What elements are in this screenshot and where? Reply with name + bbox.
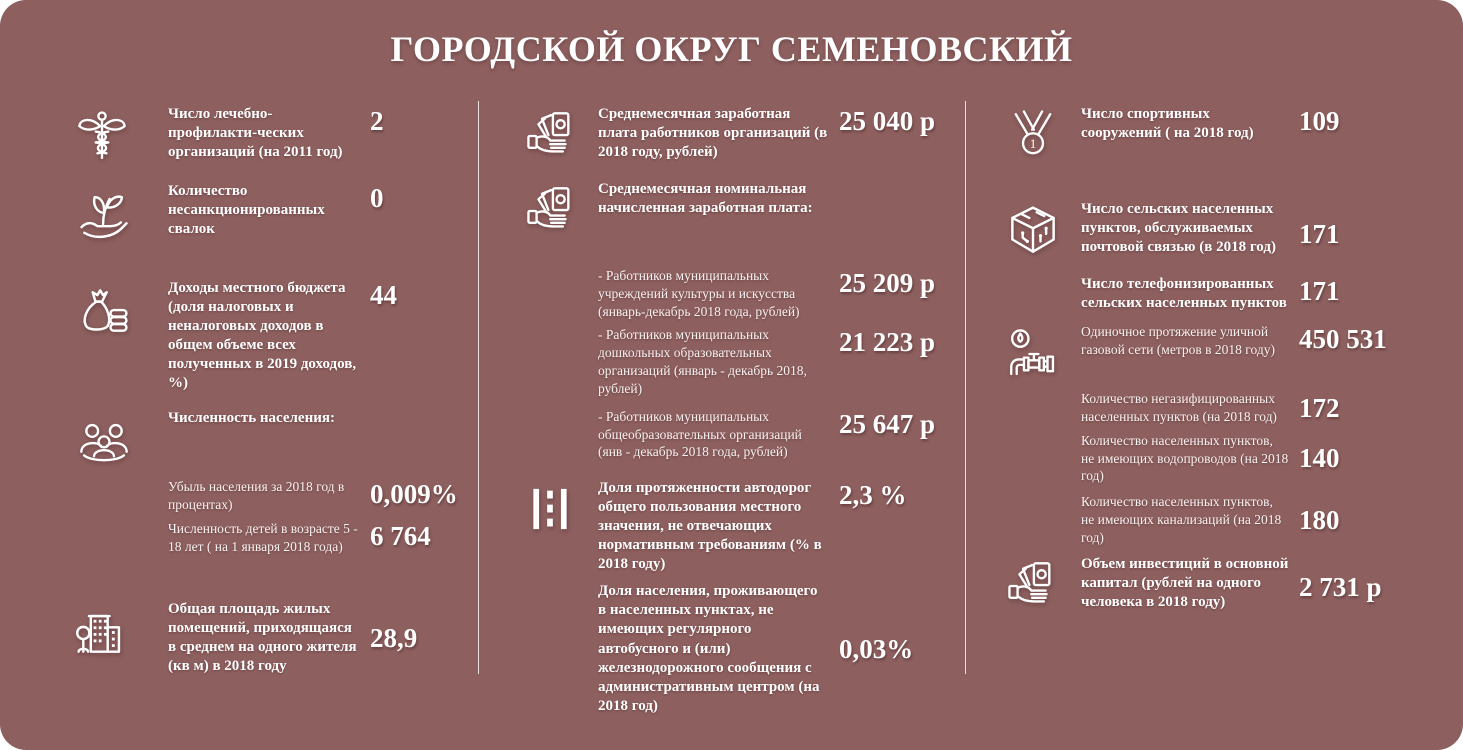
stat-label: - Работников муниципальных дошкольных об… bbox=[598, 327, 807, 396]
stats-columns: Число лечебно-профилакти-ческих организа… bbox=[0, 100, 1463, 750]
stat-value: 2,3 % bbox=[839, 480, 907, 511]
stat-value: 0 bbox=[370, 183, 384, 213]
stat-row: Количество населенных пунктов, не имеющи… bbox=[1003, 432, 1449, 485]
stat-row: Количество негазифицированных населенных… bbox=[1003, 390, 1449, 426]
stat-row: Число лечебно-профилакти-ческих организа… bbox=[73, 105, 464, 172]
stat-value: 171 bbox=[1299, 276, 1340, 306]
stat-row: Число телефонизированных сельских населе… bbox=[1003, 275, 1449, 313]
stat-row: Объем инвестиций в основной капитал (руб… bbox=[1003, 555, 1449, 620]
column-divider bbox=[965, 101, 966, 674]
stat-label: Общая площадь жилых помещений, приходяща… bbox=[168, 600, 357, 674]
stat-row: Общая площадь жилых помещений, приходяща… bbox=[73, 600, 464, 676]
stat-row: Одиночное протяжение уличной газовой сет… bbox=[1003, 323, 1449, 388]
stat-label: Объем инвестиций в основной капитал (руб… bbox=[1081, 555, 1289, 610]
sprout-hand-icon bbox=[73, 182, 168, 249]
stat-value: 140 bbox=[1299, 443, 1340, 474]
stat-row: Доходы местного бюджета (доля налоговых … bbox=[73, 279, 464, 393]
page-title: ГОРОДСКОЙ ОКРУГ СЕМЕНОВСКИЙ bbox=[390, 29, 1073, 69]
stat-value bbox=[839, 180, 947, 181]
stat-label: Доходы местного бюджета (доля налоговых … bbox=[168, 280, 357, 392]
caduceus-icon bbox=[73, 105, 168, 172]
icon-spacer bbox=[1003, 432, 1081, 434]
icon-spacer bbox=[522, 326, 598, 328]
stat-value: 172 bbox=[1299, 392, 1340, 423]
stat-label: Численность населения: bbox=[168, 410, 335, 427]
icon-spacer bbox=[1003, 493, 1081, 495]
stat-label: Одиночное протяжение уличной газовой сет… bbox=[1081, 324, 1275, 357]
salary-icon bbox=[522, 180, 598, 245]
stat-row: Количество населенных пунктов, не имеющи… bbox=[1003, 493, 1449, 546]
salary-icon bbox=[522, 105, 598, 170]
stat-label: Количество негазифицированных населенных… bbox=[1081, 391, 1277, 424]
stat-value: 450 531 bbox=[1299, 324, 1387, 355]
stat-label: Количество несанкционированных свалок bbox=[168, 183, 325, 238]
icon-spacer bbox=[522, 267, 598, 269]
pipeline-icon bbox=[1003, 323, 1081, 388]
population-icon bbox=[73, 409, 168, 474]
stat-value bbox=[370, 409, 464, 410]
stat-label: Число сельских населенных пунктов, обслу… bbox=[1081, 201, 1276, 256]
road-icon bbox=[522, 479, 598, 542]
parcel-icon bbox=[1003, 200, 1081, 267]
stat-value: 2 bbox=[370, 106, 384, 136]
column-demography: Число лечебно-профилакти-ческих организа… bbox=[0, 100, 478, 750]
icon-spacer bbox=[522, 582, 598, 584]
stat-label: Доля населения, проживающего в населенны… bbox=[598, 583, 820, 714]
stat-row: Доля населения, проживающего в населенны… bbox=[522, 582, 947, 715]
stat-label: Число лечебно-профилакти-ческих организа… bbox=[168, 106, 343, 161]
stat-value: 2 731 р bbox=[1299, 572, 1382, 603]
icon-spacer bbox=[73, 520, 168, 522]
stat-value: 21 223 р bbox=[839, 327, 936, 358]
stat-label: - Работников муниципальных общеобразоват… bbox=[598, 408, 802, 460]
stat-label: Число спортивных сооружений ( на 2018 го… bbox=[1081, 106, 1254, 142]
stat-value: 25 209 р bbox=[839, 268, 936, 298]
stat-label: Численность детей в возрасте 5 - 18 лет … bbox=[168, 520, 358, 554]
icon-spacer bbox=[1003, 390, 1081, 392]
icon-spacer bbox=[73, 478, 168, 480]
stat-row: Среднемесячная номинальная начисленная з… bbox=[522, 180, 947, 245]
stat-row: Количество несанкционированных свалок 0 bbox=[73, 182, 464, 249]
stat-value: 109 bbox=[1299, 106, 1340, 136]
stat-value: 28,9 bbox=[370, 622, 418, 653]
stat-label: Количество населенных пунктов, не имеющи… bbox=[1081, 432, 1289, 484]
building-icon bbox=[73, 600, 168, 667]
stat-row: Число сельских населенных пунктов, обслу… bbox=[1003, 200, 1449, 267]
stat-label: Убыль населения за 2018 год в процентах) bbox=[168, 479, 345, 513]
stat-row: Убыль населения за 2018 год в процентах)… bbox=[73, 478, 464, 514]
stat-row: 1 Число спортивных сооружений ( на 2018 г… bbox=[1003, 105, 1449, 170]
stat-row: Среднемесячная заработная плата работник… bbox=[522, 105, 947, 170]
stat-label: Среднемесячная заработная плата работник… bbox=[598, 106, 828, 161]
stat-label: Доля протяженности автодорог общего поль… bbox=[598, 480, 822, 573]
column-infrastructure: 1 Число спортивных сооружений ( на 2018 г… bbox=[965, 100, 1463, 750]
stat-value: 0,009% bbox=[370, 479, 458, 510]
stat-value: 180 bbox=[1299, 504, 1340, 535]
stat-value: 0,03% bbox=[839, 634, 914, 665]
stat-label: - Работников муниципальных учреждений ку… bbox=[598, 268, 800, 319]
column-divider bbox=[478, 101, 479, 674]
svg-text:1: 1 bbox=[1030, 137, 1036, 151]
stat-row: - Работников муниципальных дошкольных об… bbox=[522, 326, 947, 397]
medal-icon: 1 bbox=[1003, 105, 1081, 170]
stat-row: Доля протяженности автодорог общего поль… bbox=[522, 479, 947, 574]
stat-row: - Работников муниципальных учреждений ку… bbox=[522, 267, 947, 320]
stat-row: Численность населения: bbox=[73, 409, 464, 474]
stat-value: 25 647 р bbox=[839, 408, 936, 439]
stat-label: Количество населенных пунктов, не имеющи… bbox=[1081, 494, 1282, 545]
investment-icon bbox=[1003, 555, 1081, 620]
stat-value: 171 bbox=[1299, 218, 1340, 249]
stat-row: Численность детей в возрасте 5 - 18 лет … bbox=[73, 520, 464, 556]
stat-row: - Работников муниципальных общеобразоват… bbox=[522, 408, 947, 461]
stat-value: 6 764 bbox=[370, 520, 431, 551]
icon-spacer bbox=[522, 408, 598, 410]
stat-value: 44 bbox=[370, 280, 397, 310]
stat-label: Число телефонизированных сельских населе… bbox=[1081, 276, 1287, 312]
column-economy: Среднемесячная заработная плата работник… bbox=[478, 100, 965, 750]
stat-value: 25 040 р bbox=[839, 106, 936, 136]
stat-label: Среднемесячная номинальная начисленная з… bbox=[598, 181, 813, 217]
money-bag-icon bbox=[73, 279, 168, 346]
icon-spacer bbox=[1003, 275, 1081, 277]
